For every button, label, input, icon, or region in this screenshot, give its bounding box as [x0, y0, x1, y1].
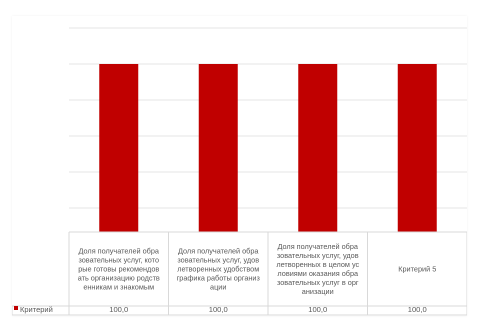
bar — [198, 64, 238, 232]
data-table-value: 100,0 — [308, 305, 327, 314]
category-label-line: анизации — [302, 287, 334, 296]
category-label-line: зовательных услуг в орг — [277, 278, 359, 287]
data-table-value: 100,0 — [408, 305, 427, 314]
category-label-line: Доля получателей обра — [79, 247, 160, 256]
chart-panel: Доля получателей обра зовательных услуг, … — [12, 16, 467, 316]
category-label-line: Доля получателей обра — [178, 247, 259, 256]
category-label-line: Критерий 5 — [398, 265, 436, 274]
legend-label: Критерий — [20, 305, 53, 314]
bar — [298, 64, 338, 232]
data-table-value: 100,0 — [109, 305, 128, 314]
category-label-line: зовательных услуг, удов — [277, 251, 359, 260]
category-label-line: летворенных в целом ус — [276, 260, 359, 269]
bar — [99, 64, 139, 232]
category-label-line: зовательных услуг, удов — [177, 256, 259, 265]
category-label-line: летворенных удобством — [177, 265, 259, 274]
category-label-line: рые готовы рекомендов — [78, 265, 159, 274]
data-table-value: 100,0 — [209, 305, 228, 314]
legend-swatch — [14, 306, 18, 310]
category-label-line: Доля получателей обра — [278, 242, 359, 251]
category-label-line: ации — [210, 283, 226, 292]
category-label-line: ать организацию родств — [78, 274, 160, 283]
category-label-line: графика работы организ — [177, 274, 261, 283]
category-label-line: ловиями оказания обра — [277, 269, 359, 278]
category-label-line: зовательных услуг, кото — [78, 256, 159, 265]
category-label-line: енникам и знакомым — [83, 283, 154, 292]
bar — [397, 64, 437, 232]
